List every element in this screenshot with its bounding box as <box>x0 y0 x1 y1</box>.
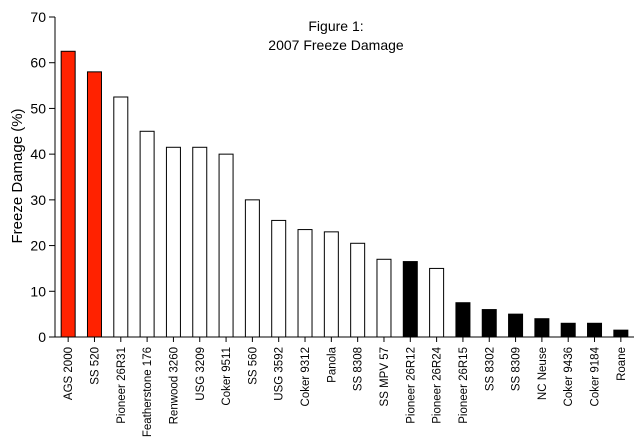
y-tick-label: 20 <box>30 238 46 254</box>
bar <box>455 302 471 338</box>
y-tick-label: 70 <box>30 9 46 25</box>
y-tick-label: 50 <box>30 100 46 116</box>
bar <box>60 50 76 338</box>
bars-group <box>60 50 629 338</box>
y-tick-label: 60 <box>30 55 46 71</box>
bar <box>113 96 129 338</box>
x-tick-label: SS 8302 <box>484 347 496 391</box>
bar <box>192 146 208 338</box>
x-tick-label: Coker 9511 <box>221 347 233 406</box>
x-tick-label: Pioneer 26R24 <box>432 346 444 423</box>
x-tick-label: SS 8308 <box>353 347 365 391</box>
bar <box>271 219 287 338</box>
bar <box>297 229 313 338</box>
bar <box>534 318 550 338</box>
x-axis: AGS 2000 SS 520 Pioneer 26R31 Featherstone … <box>55 336 634 437</box>
bar <box>402 261 418 338</box>
bar <box>139 130 155 338</box>
bar <box>613 329 629 338</box>
bar <box>481 309 497 338</box>
x-tick-label: NC Neuse <box>537 347 549 400</box>
x-tick-label: Coker 9184 <box>590 346 602 406</box>
x-tick-label: Pioneer 26R31 <box>116 347 128 424</box>
x-tick-label: Roane <box>616 347 628 381</box>
bar <box>244 199 260 338</box>
bar <box>376 258 392 338</box>
x-tick-label: Renwood 3260 <box>168 347 180 424</box>
bar <box>429 267 445 338</box>
y-tick-label: 10 <box>30 283 46 299</box>
x-tick-label: USG 3209 <box>195 347 207 401</box>
x-tick-label: Coker 9312 <box>300 347 312 406</box>
bar <box>587 322 603 338</box>
x-tick-label: AGS 2000 <box>63 347 75 400</box>
bar <box>508 313 524 338</box>
x-tick-label: Pioneer 26R12 <box>405 347 417 424</box>
x-tick-label: SS 8309 <box>511 347 523 391</box>
y-axis: 0 10 20 30 40 50 60 70 <box>30 9 56 345</box>
bar <box>323 231 339 338</box>
x-tick-label: Pioneer 26R15 <box>458 347 470 424</box>
bar <box>86 71 102 338</box>
y-tick-label: 0 <box>38 329 46 345</box>
x-tick-label: Coker 9436 <box>563 347 575 406</box>
x-tick-label: SS 560 <box>247 347 259 385</box>
y-tick-label: 40 <box>30 146 46 162</box>
y-tick-label: 30 <box>30 192 46 208</box>
chart-title: Figure 1: <box>308 18 363 34</box>
bar <box>350 242 366 338</box>
chart-subtitle: 2007 Freeze Damage <box>268 37 404 53</box>
x-tick-label: Panola <box>326 346 338 382</box>
bar <box>560 322 576 338</box>
bar <box>218 153 234 338</box>
x-tick-label: USG 3592 <box>274 347 286 401</box>
x-tick-label: SS MPV 57 <box>379 347 391 406</box>
x-tick-label: SS 520 <box>89 347 101 385</box>
x-tick-label: Featherstone 176 <box>142 347 154 437</box>
y-axis-title: Freeze Damage (%) <box>9 108 26 243</box>
bar <box>165 146 181 338</box>
